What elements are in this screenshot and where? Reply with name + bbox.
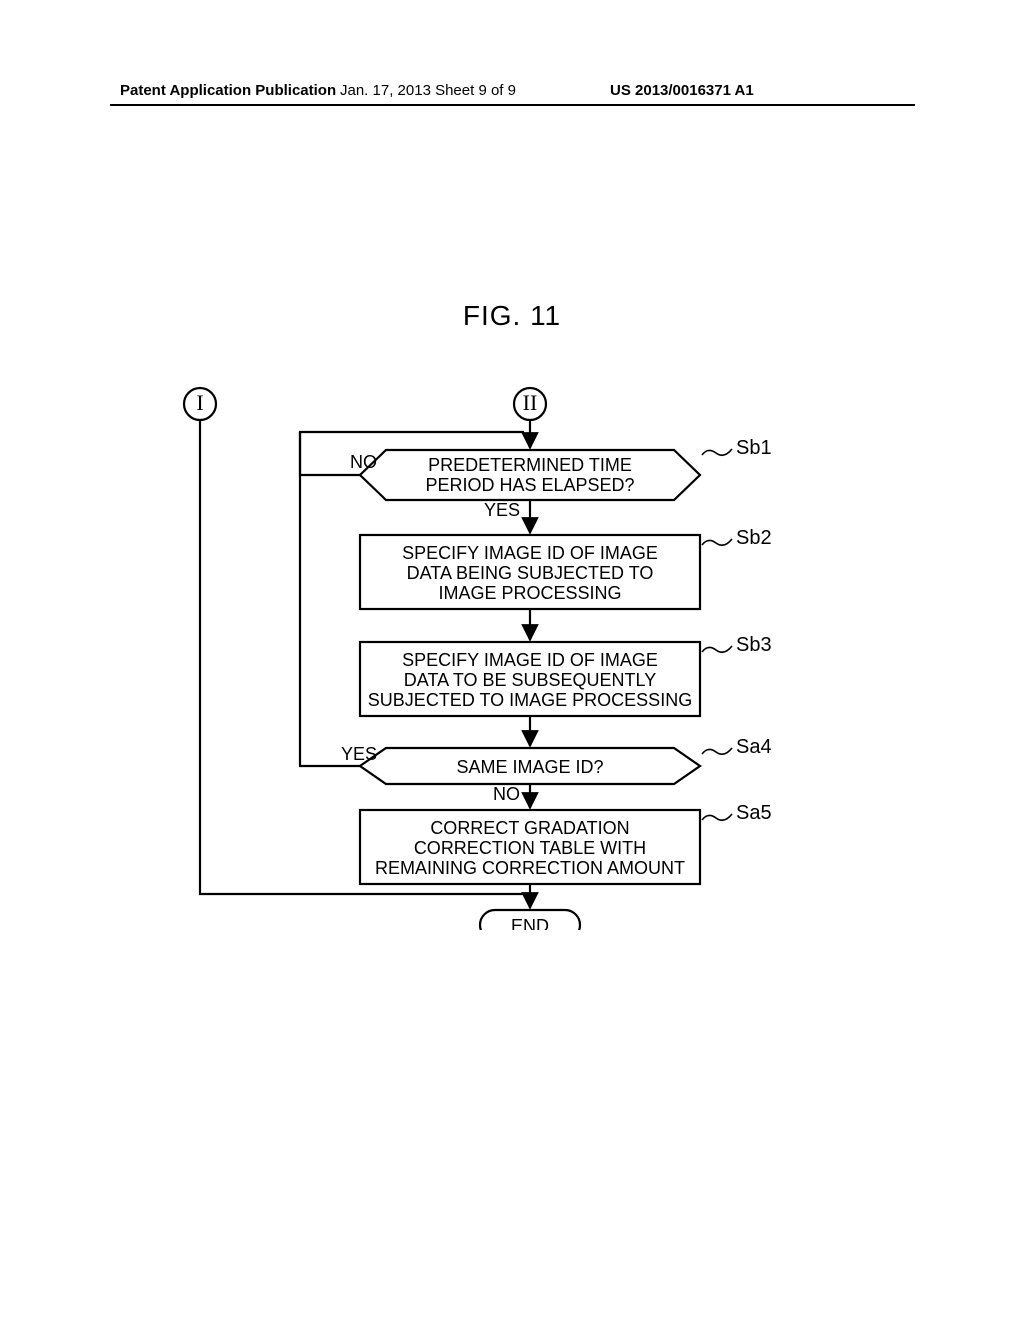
sb1-no: NO — [350, 452, 377, 472]
svg-text:SPECIFY IMAGE ID OF IMAGE: SPECIFY IMAGE ID OF IMAGE — [402, 543, 658, 563]
svg-text:DATA TO BE SUBSEQUENTLY: DATA TO BE SUBSEQUENTLY — [404, 670, 656, 690]
svg-text:II: II — [523, 390, 538, 415]
header-rule — [110, 104, 915, 106]
node-end: END — [480, 910, 580, 930]
svg-text:PREDETERMINED TIME: PREDETERMINED TIME — [428, 455, 632, 475]
svg-text:Sb2: Sb2 — [736, 527, 772, 549]
label-sb1: Sb1 — [702, 437, 772, 459]
label-sb2: Sb2 — [702, 527, 772, 549]
flowchart: I II PREDETERMINED TIME PERIOD HAS ELAPS… — [150, 370, 870, 930]
svg-text:IMAGE PROCESSING: IMAGE PROCESSING — [438, 583, 621, 603]
node-sa4: SAME IMAGE ID? — [360, 748, 700, 784]
svg-text:SUBJECTED TO IMAGE PROCESSING: SUBJECTED TO IMAGE PROCESSING — [368, 690, 692, 710]
svg-text:PERIOD HAS ELAPSED?: PERIOD HAS ELAPSED? — [425, 475, 634, 495]
svg-text:CORRECTION TABLE WITH: CORRECTION TABLE WITH — [414, 838, 646, 858]
sa4-yes: YES — [341, 744, 377, 764]
header-center: Jan. 17, 2013 Sheet 9 of 9 — [340, 82, 516, 99]
svg-text:END: END — [511, 916, 549, 930]
svg-text:CORRECT GRADATION: CORRECT GRADATION — [430, 818, 629, 838]
node-sb1: PREDETERMINED TIME PERIOD HAS ELAPSED? — [360, 450, 700, 500]
connector-II: II — [514, 388, 546, 420]
svg-text:Sb1: Sb1 — [736, 437, 772, 459]
svg-text:SPECIFY IMAGE ID OF IMAGE: SPECIFY IMAGE ID OF IMAGE — [402, 650, 658, 670]
label-sa5: Sa5 — [702, 802, 772, 824]
node-sb3: SPECIFY IMAGE ID OF IMAGE DATA TO BE SUB… — [360, 642, 700, 716]
connector-I: I — [184, 388, 216, 420]
node-sb2: SPECIFY IMAGE ID OF IMAGE DATA BEING SUB… — [360, 535, 700, 609]
edge-sa4-yes-loop — [300, 432, 360, 766]
figure-title: FIG. 11 — [0, 300, 1024, 332]
svg-text:SAME IMAGE ID?: SAME IMAGE ID? — [456, 757, 603, 777]
sa4-no: NO — [493, 784, 520, 804]
svg-text:Sa5: Sa5 — [736, 802, 772, 824]
svg-text:Sa4: Sa4 — [736, 736, 772, 758]
svg-text:REMAINING CORRECTION AMOUNT: REMAINING CORRECTION AMOUNT — [375, 858, 685, 878]
sb1-yes: YES — [484, 500, 520, 520]
svg-text:Sb3: Sb3 — [736, 634, 772, 656]
svg-text:DATA BEING SUBJECTED TO: DATA BEING SUBJECTED TO — [407, 563, 654, 583]
label-sa4: Sa4 — [702, 736, 772, 758]
node-sa5: CORRECT GRADATION CORRECTION TABLE WITH … — [360, 810, 700, 884]
header-left: Patent Application Publication — [120, 82, 336, 99]
header-right: US 2013/0016371 A1 — [610, 82, 754, 99]
svg-text:I: I — [196, 390, 203, 415]
label-sb3: Sb3 — [702, 634, 772, 656]
